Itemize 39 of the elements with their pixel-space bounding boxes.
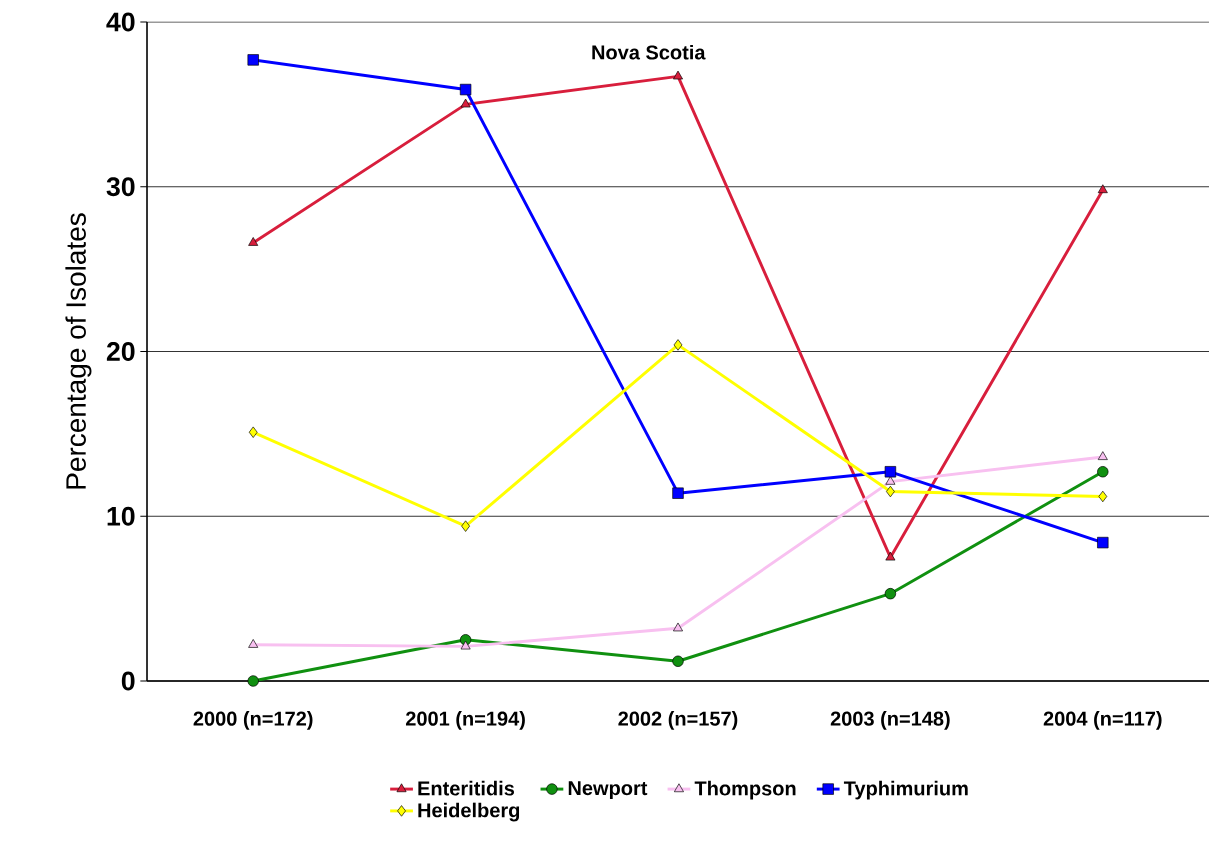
point bbox=[1097, 466, 1109, 478]
point bbox=[460, 98, 471, 108]
point bbox=[1097, 451, 1108, 460]
y-tick-label: 10 bbox=[107, 506, 135, 526]
x-tick-label: 2000 (n=172) bbox=[193, 711, 313, 730]
point bbox=[460, 640, 471, 650]
x-tick-label: 2004 (n=117) bbox=[1043, 711, 1162, 730]
y-tick-label: 0 bbox=[121, 671, 135, 691]
point bbox=[248, 237, 259, 246]
point bbox=[247, 54, 259, 66]
y-axis-title: Percentage of Isolates bbox=[65, 213, 92, 489]
legend-label: Typhimurium bbox=[843, 780, 968, 800]
point bbox=[461, 520, 470, 532]
legend-label: Heidelberg bbox=[418, 802, 520, 822]
y-tick-label: 30 bbox=[106, 177, 135, 197]
x-tick-label: 2001 (n=194) bbox=[405, 711, 525, 730]
point bbox=[1097, 184, 1108, 194]
point bbox=[672, 655, 684, 667]
point bbox=[1098, 490, 1108, 503]
x-tick-label: 2003 (n=148) bbox=[830, 711, 950, 730]
y-tick-label: 20 bbox=[106, 342, 135, 361]
legend-label: Enteritidis bbox=[418, 780, 515, 796]
point bbox=[673, 70, 683, 80]
point bbox=[247, 675, 259, 687]
point bbox=[248, 426, 258, 438]
point bbox=[885, 551, 896, 561]
x-tick-label: 2002 (n=157) bbox=[618, 711, 738, 730]
y-tick-label: 40 bbox=[106, 12, 135, 32]
point bbox=[1097, 536, 1109, 549]
point bbox=[459, 83, 472, 96]
text: Nova Scotia bbox=[592, 44, 706, 60]
point bbox=[672, 487, 684, 499]
point bbox=[248, 639, 259, 648]
legend-label: Thompson bbox=[694, 780, 796, 800]
point bbox=[673, 622, 683, 632]
point bbox=[884, 588, 897, 600]
point bbox=[884, 466, 897, 478]
point bbox=[673, 339, 683, 351]
legend-label: Newport bbox=[568, 781, 648, 800]
